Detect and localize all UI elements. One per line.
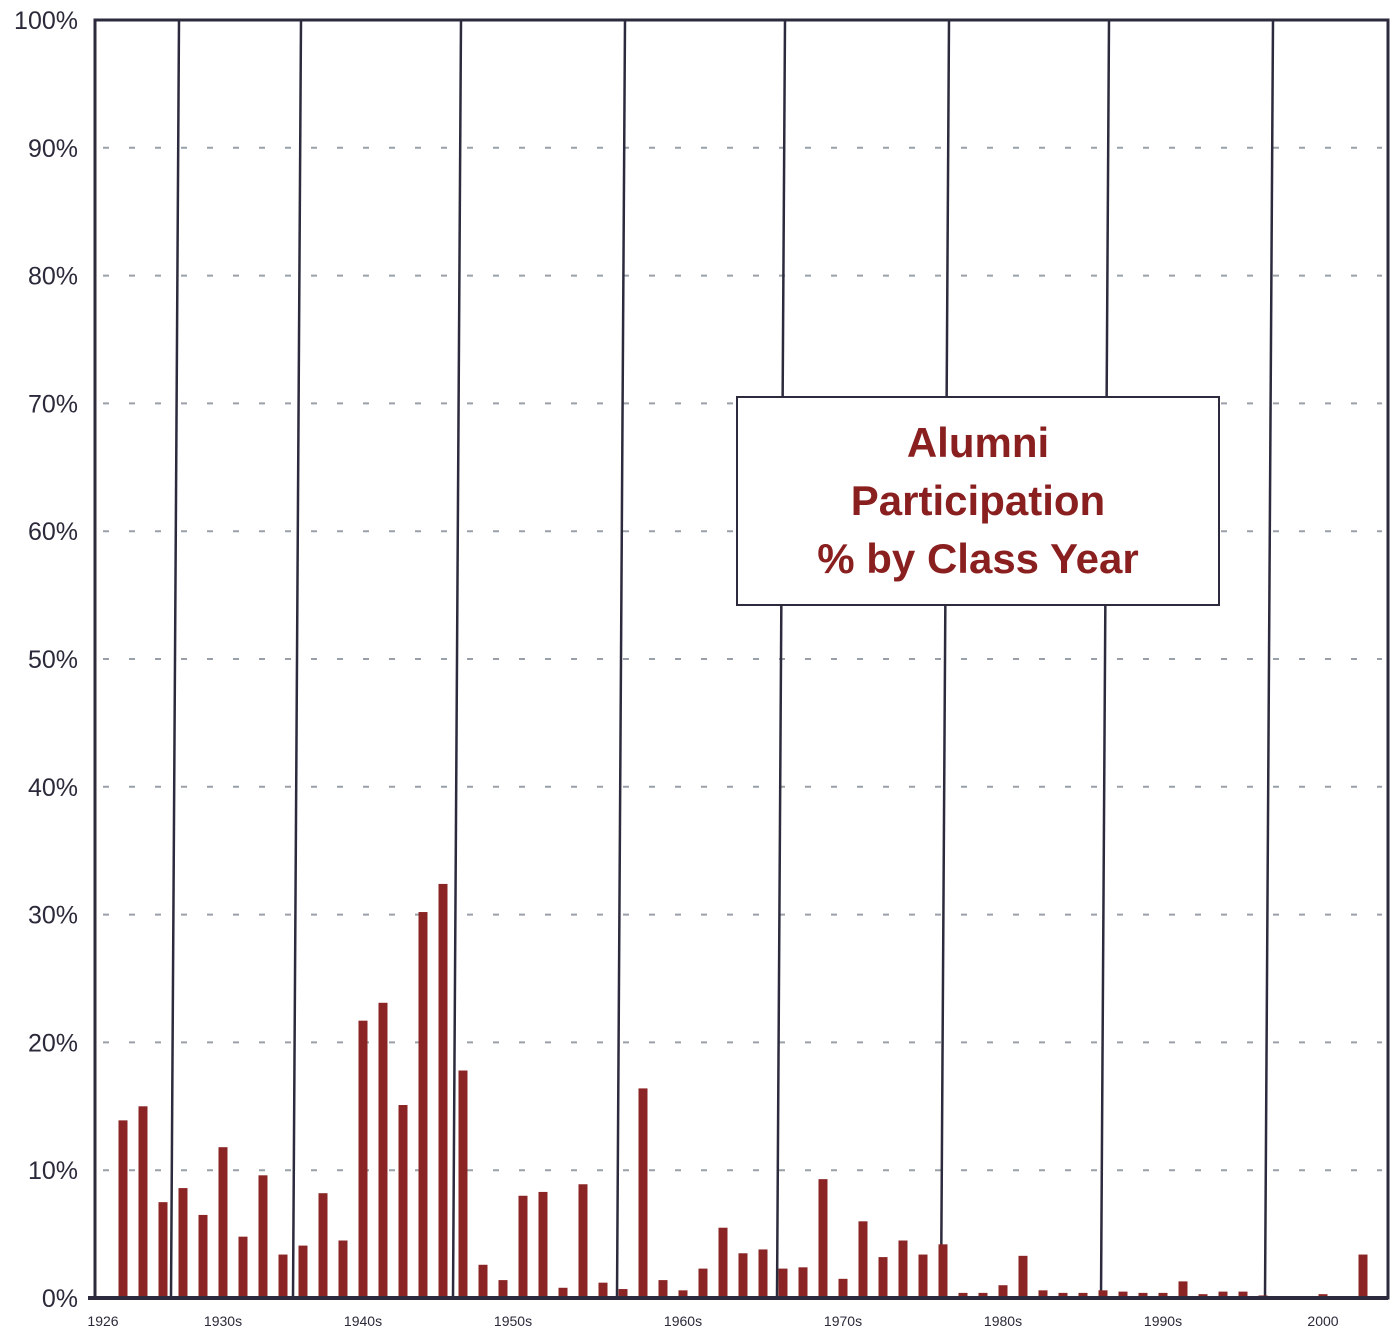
bar <box>118 1120 128 1298</box>
decade-divider <box>615 19 627 1299</box>
bar <box>598 1282 608 1298</box>
chart-title: Alumni Participation % by Class Year <box>817 414 1138 588</box>
chart-title-box: Alumni Participation % by Class Year <box>736 396 1220 606</box>
bar <box>398 1105 408 1298</box>
y-axis-ticks: 0% 10% 20% 30% 40% 50% 60% 70% 80% 90% 100% <box>14 7 78 1313</box>
bars <box>118 883 1368 1298</box>
bar <box>758 1249 768 1298</box>
bar <box>478 1264 488 1298</box>
bar <box>198 1214 208 1298</box>
grid-lines <box>103 146 1382 1172</box>
decade-divider <box>775 19 787 1299</box>
y-tick-label: 70% <box>28 390 78 418</box>
bar <box>558 1287 568 1298</box>
bar <box>458 1070 468 1298</box>
bar <box>738 1253 748 1298</box>
bar <box>1118 1291 1128 1298</box>
bar <box>978 1292 988 1298</box>
bar <box>578 1184 588 1298</box>
x-tick-label: 1940s <box>344 1313 382 1329</box>
bar <box>998 1285 1008 1298</box>
x-tick-label: 1960s <box>664 1313 702 1329</box>
bar <box>338 1240 348 1298</box>
bar <box>718 1227 728 1298</box>
bar <box>138 1106 148 1298</box>
bar <box>178 1188 188 1298</box>
bar <box>1178 1281 1188 1298</box>
bar <box>1138 1292 1148 1298</box>
bar <box>1358 1254 1368 1298</box>
bar <box>798 1267 808 1298</box>
bar <box>1098 1290 1108 1298</box>
y-tick-label: 0% <box>42 1285 78 1313</box>
bar <box>1238 1291 1248 1298</box>
bar <box>438 883 448 1298</box>
bar <box>238 1236 248 1298</box>
bar <box>318 1193 328 1298</box>
bar <box>698 1268 708 1298</box>
y-tick-label: 50% <box>28 646 78 674</box>
bar <box>838 1278 848 1298</box>
bar <box>918 1254 928 1298</box>
bar <box>498 1280 508 1298</box>
x-tick-label: 1926 <box>87 1313 118 1329</box>
decade-dividers <box>169 19 1275 1299</box>
bar <box>378 1002 388 1298</box>
bar <box>258 1175 268 1298</box>
bar <box>1018 1255 1028 1298</box>
x-tick-label: 1950s <box>494 1313 532 1329</box>
bar <box>518 1195 528 1298</box>
decade-divider <box>1263 19 1275 1299</box>
x-axis-ticks: 1926 1930s 1940s 1950s 1960s 1970s 1980s 1990s 2… <box>87 1313 1338 1329</box>
y-tick-label: 80% <box>28 263 78 291</box>
bar <box>878 1257 888 1298</box>
decade-divider <box>291 19 303 1299</box>
chart-title-line-3: % by Class Year <box>817 535 1139 582</box>
plot-frame <box>88 18 1390 1300</box>
x-tick-label: 1970s <box>824 1313 862 1329</box>
decade-divider <box>169 19 181 1299</box>
y-tick-label: 10% <box>28 1157 78 1185</box>
bar <box>358 1020 368 1298</box>
bar <box>218 1147 228 1298</box>
bar <box>778 1268 788 1298</box>
bar <box>618 1289 628 1298</box>
y-tick-label: 90% <box>28 135 78 163</box>
bar <box>538 1191 548 1298</box>
y-tick-label: 20% <box>28 1029 78 1057</box>
y-tick-label: 30% <box>28 902 78 930</box>
decade-divider <box>939 19 951 1299</box>
bar <box>1078 1292 1088 1298</box>
bar <box>298 1245 308 1298</box>
bar <box>418 912 428 1298</box>
bar <box>858 1221 868 1298</box>
decade-divider <box>451 19 463 1299</box>
bar <box>678 1290 688 1298</box>
chart-title-line-1: Alumni <box>906 419 1050 466</box>
bar <box>638 1088 648 1298</box>
x-tick-label: 1990s <box>1144 1313 1182 1329</box>
bar <box>658 1280 668 1298</box>
bar <box>898 1240 908 1298</box>
bar <box>1218 1291 1228 1298</box>
bar <box>1158 1292 1168 1298</box>
bar <box>278 1254 288 1298</box>
x-tick-label: 1980s <box>984 1313 1022 1329</box>
y-tick-label: 40% <box>28 774 78 802</box>
bar <box>1058 1292 1068 1298</box>
bar <box>1038 1290 1048 1298</box>
bar <box>938 1244 948 1298</box>
bar <box>158 1202 168 1298</box>
decade-divider <box>1099 19 1111 1299</box>
chart-title-line-2: Participation <box>850 477 1106 524</box>
bar <box>958 1292 968 1298</box>
y-tick-label: 100% <box>14 7 78 35</box>
bar <box>818 1179 828 1298</box>
y-tick-label: 60% <box>28 518 78 546</box>
x-tick-label: 1930s <box>204 1313 242 1329</box>
x-tick-label: 2000 <box>1307 1313 1338 1329</box>
